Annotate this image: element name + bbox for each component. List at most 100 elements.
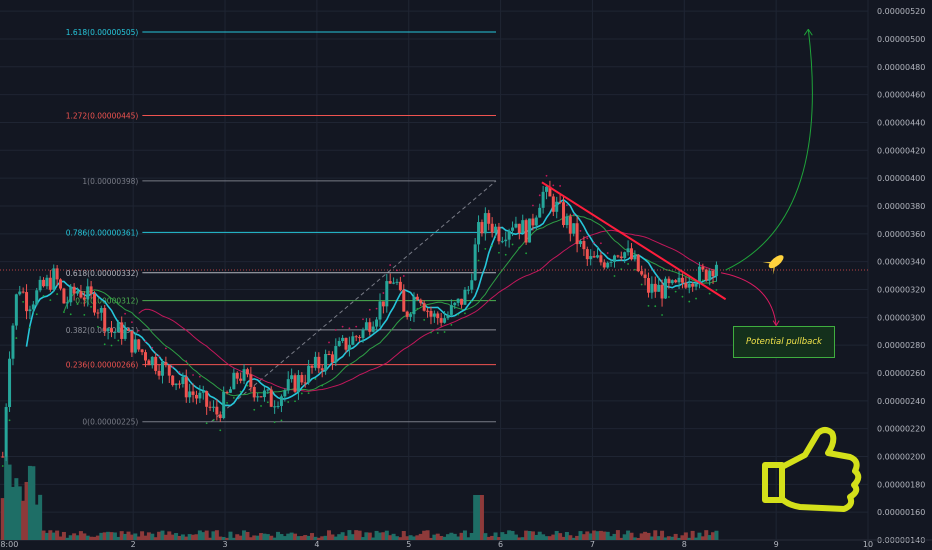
volume-bar	[408, 535, 413, 540]
volume-bar	[316, 537, 321, 540]
fib-level-label: 0.5(0.00000312)	[75, 297, 138, 306]
sar-dot	[606, 252, 609, 254]
volume-bar	[588, 533, 593, 540]
volume-bar	[561, 536, 566, 540]
volume-bar	[694, 537, 699, 540]
candle-body	[714, 264, 718, 277]
candle-body	[245, 369, 249, 375]
volume-bar	[371, 537, 376, 540]
candle-body	[633, 254, 637, 260]
y-tick-label: 0.00000380	[877, 202, 925, 211]
candle-body	[422, 303, 426, 311]
candle-body	[378, 301, 382, 320]
volume-bar	[714, 530, 719, 540]
x-tick-label: 4	[314, 540, 319, 549]
volume-bar	[507, 530, 512, 540]
volume-bar	[677, 537, 682, 540]
bullish-projection-arrow	[725, 29, 813, 271]
volume-bar	[95, 535, 100, 540]
thumb-hand	[779, 427, 862, 512]
candle-body	[711, 270, 715, 277]
sar-dot	[56, 293, 59, 295]
volume-bar	[337, 534, 342, 540]
sar-dot	[198, 375, 201, 378]
candle-body	[483, 213, 487, 234]
fib-level-label: 1.618(0.00000505)	[66, 28, 139, 37]
sar-dot	[538, 194, 541, 197]
candle-body	[517, 223, 521, 234]
candle-body	[538, 207, 542, 218]
volume-bar	[347, 530, 352, 540]
volume-bar	[167, 531, 172, 540]
volume-bar	[21, 500, 26, 540]
sar-dot	[518, 246, 521, 249]
candle-body	[127, 329, 131, 331]
volume-bar	[632, 537, 637, 540]
volume-bar	[99, 532, 104, 540]
volume-bar	[469, 532, 474, 540]
sar-dot	[334, 329, 337, 331]
candle-body	[640, 271, 644, 275]
volume-bar	[687, 537, 692, 540]
candle-body	[218, 414, 222, 419]
volume-bar	[622, 534, 627, 540]
sar-dot	[117, 339, 120, 342]
ma-fast-line	[25, 198, 717, 407]
candle-body	[398, 281, 402, 291]
candle-body	[653, 283, 657, 292]
volume-bar	[612, 533, 617, 540]
candle-body	[432, 313, 436, 317]
candle-body	[463, 289, 467, 305]
sar-dot	[137, 329, 140, 332]
y-tick-label: 0.00000280	[877, 341, 925, 350]
volume-bar	[626, 530, 631, 540]
sar-dot	[375, 307, 378, 310]
sar-dot	[314, 378, 317, 380]
x-tick-label: 08:00	[0, 540, 18, 549]
candle-body	[222, 391, 226, 419]
volume-bar	[41, 530, 46, 540]
candle-body	[48, 277, 52, 290]
fib-level-label: 0.382(0.00000291)	[66, 326, 139, 335]
sar-dot	[22, 300, 25, 303]
volume-bar	[27, 465, 32, 540]
volume-bar	[92, 536, 97, 540]
volume-bar	[180, 534, 185, 540]
volume-bar	[109, 532, 114, 540]
volume-bar	[187, 534, 192, 540]
candle-body	[351, 336, 355, 345]
sar-dot	[443, 331, 446, 333]
sar-dot	[321, 384, 324, 387]
candle-body	[402, 290, 406, 312]
volume-bar	[160, 530, 165, 540]
volume-bar	[231, 537, 236, 540]
candle-body	[286, 379, 290, 391]
sar-dot	[627, 263, 629, 265]
sar-dot	[341, 325, 344, 328]
candle-body	[504, 239, 508, 242]
candle-body	[619, 256, 623, 259]
y-tick-label: 0.00000400	[877, 174, 925, 183]
volume-bar	[228, 531, 233, 540]
candle-body	[215, 406, 219, 415]
volume-bar	[204, 530, 209, 540]
candle-body	[446, 314, 450, 319]
sar-dot	[559, 185, 562, 187]
candle-body	[273, 406, 277, 408]
volume-bar	[367, 532, 372, 540]
candle-body	[320, 368, 324, 371]
candle-body	[123, 329, 127, 339]
sar-dot	[307, 392, 310, 395]
volume-bar	[639, 533, 644, 540]
candle-body	[337, 341, 341, 347]
volume-bar	[116, 536, 121, 540]
candle-body	[211, 406, 215, 408]
candle-body	[249, 374, 253, 387]
sar-dot	[593, 241, 595, 244]
sar-dot	[35, 313, 38, 316]
volume-bar	[299, 536, 304, 540]
candle-body	[330, 354, 334, 363]
y-tick-label: 0.00000260	[877, 369, 925, 378]
pullback-annotation-box: Potential pullback	[733, 326, 835, 358]
y-tick-label: 0.00000420	[877, 146, 925, 155]
